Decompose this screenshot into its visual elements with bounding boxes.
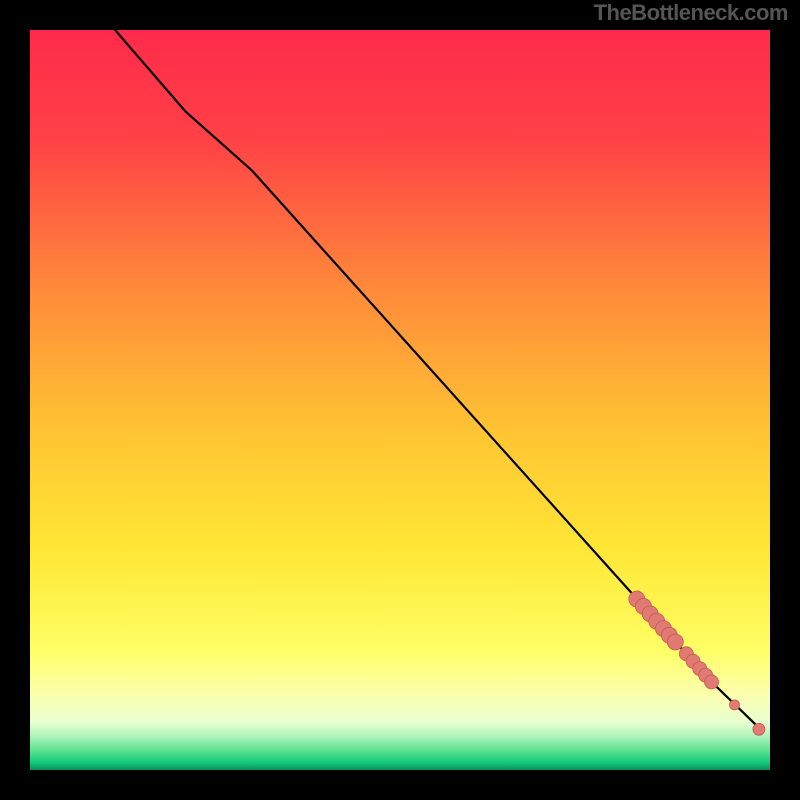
data-marker <box>729 700 739 710</box>
chart-stage: { "watermark": { "text": "TheBottleneck.… <box>0 0 800 800</box>
watermark-text: TheBottleneck.com <box>594 0 788 26</box>
data-marker <box>753 723 765 735</box>
data-marker <box>705 675 719 689</box>
data-marker <box>667 634 683 650</box>
bottleneck-chart <box>0 0 800 800</box>
gradient-background <box>30 30 770 770</box>
